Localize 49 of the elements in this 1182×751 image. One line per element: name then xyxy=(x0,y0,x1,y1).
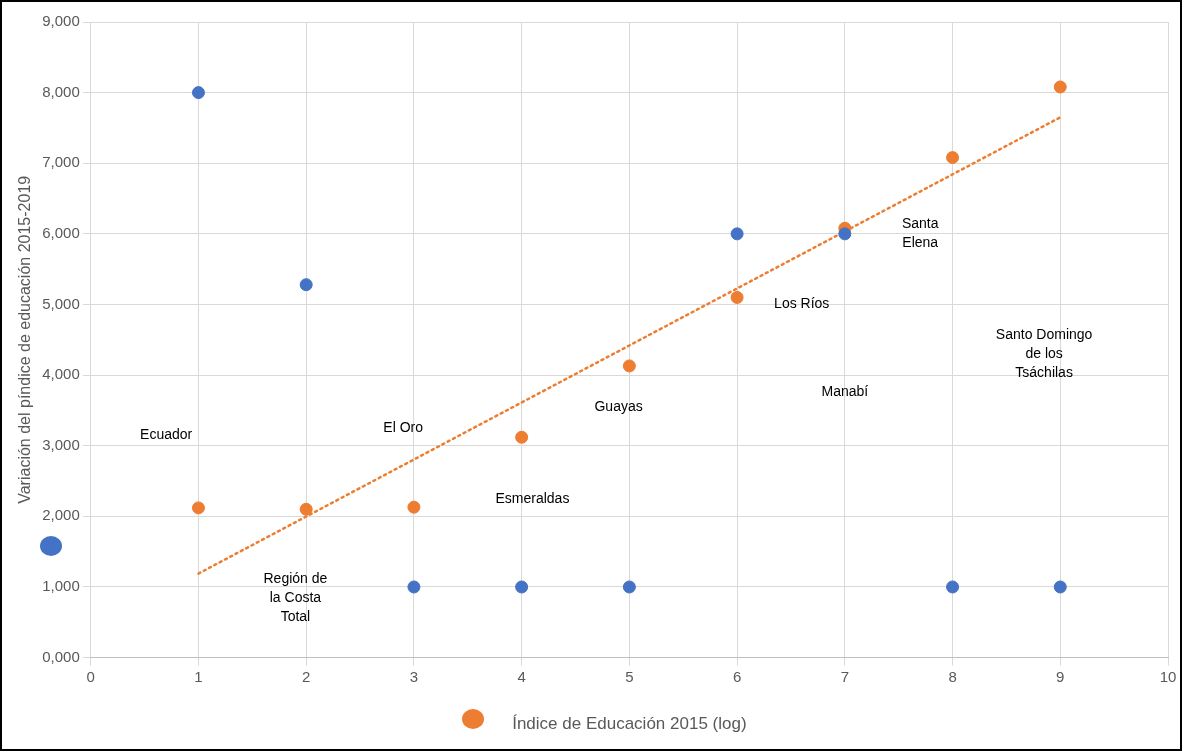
y-tick-label: 0,000 xyxy=(42,647,80,665)
x-tick-label: 3 xyxy=(409,667,419,685)
point xyxy=(1053,80,1067,94)
x-tick-label: 2 xyxy=(302,667,311,685)
x-tick-label: 1 xyxy=(194,667,203,685)
annotation: Santo Domingo de los Tsáchilas xyxy=(995,325,1093,380)
annotation: Región de la Costa Total xyxy=(263,569,328,624)
point xyxy=(515,430,529,444)
y-tick-label: 4,000 xyxy=(42,365,80,383)
y-tick-label: 1,000 xyxy=(42,577,80,595)
x-tick-label: 5 xyxy=(625,667,634,685)
annotation: Esmeraldas xyxy=(495,489,570,506)
x-tick-label: 6 xyxy=(732,667,742,685)
point xyxy=(515,580,529,594)
annotation: Manabí xyxy=(821,383,869,400)
x-tick-label: 4 xyxy=(517,667,526,685)
point xyxy=(730,227,744,241)
y-tick-label: 8,000 xyxy=(42,82,80,100)
x-tick-label: 7 xyxy=(840,667,849,685)
y-tick-label: 7,000 xyxy=(42,153,80,171)
point xyxy=(407,580,421,594)
x-tick-label: 0 xyxy=(86,667,95,685)
point xyxy=(191,86,205,100)
x-tick-label: 9 xyxy=(1056,667,1065,685)
annotation: El Oro xyxy=(383,419,424,436)
point xyxy=(838,227,852,241)
y-tick-label: 3,000 xyxy=(42,435,80,453)
x-axis-title: Índice de Educación 2015 (log) xyxy=(512,714,747,734)
point xyxy=(191,501,205,515)
annotation: Santa Elena xyxy=(901,215,939,251)
point xyxy=(946,580,960,594)
point xyxy=(622,580,636,594)
y-tick-label: 5,000 xyxy=(42,294,80,312)
y-axis-title: Variación del píndice de educación 2015-2019 xyxy=(16,175,34,504)
annotation: Los Ríos xyxy=(774,295,830,312)
y-tick-label: 9,000 xyxy=(42,12,80,30)
point xyxy=(946,151,960,165)
y-tick-label: 2,000 xyxy=(42,506,80,524)
point xyxy=(730,290,744,304)
point xyxy=(299,502,313,516)
point xyxy=(407,500,421,514)
annotation: Guayas xyxy=(594,398,643,415)
point xyxy=(299,278,313,292)
x-tick-label: 8 xyxy=(948,667,957,685)
point xyxy=(622,359,636,373)
x-tick-label: 10 xyxy=(1159,667,1177,685)
y-tick-label: 6,000 xyxy=(42,224,80,242)
annotation: Ecuador xyxy=(140,426,193,442)
point xyxy=(1053,580,1067,594)
